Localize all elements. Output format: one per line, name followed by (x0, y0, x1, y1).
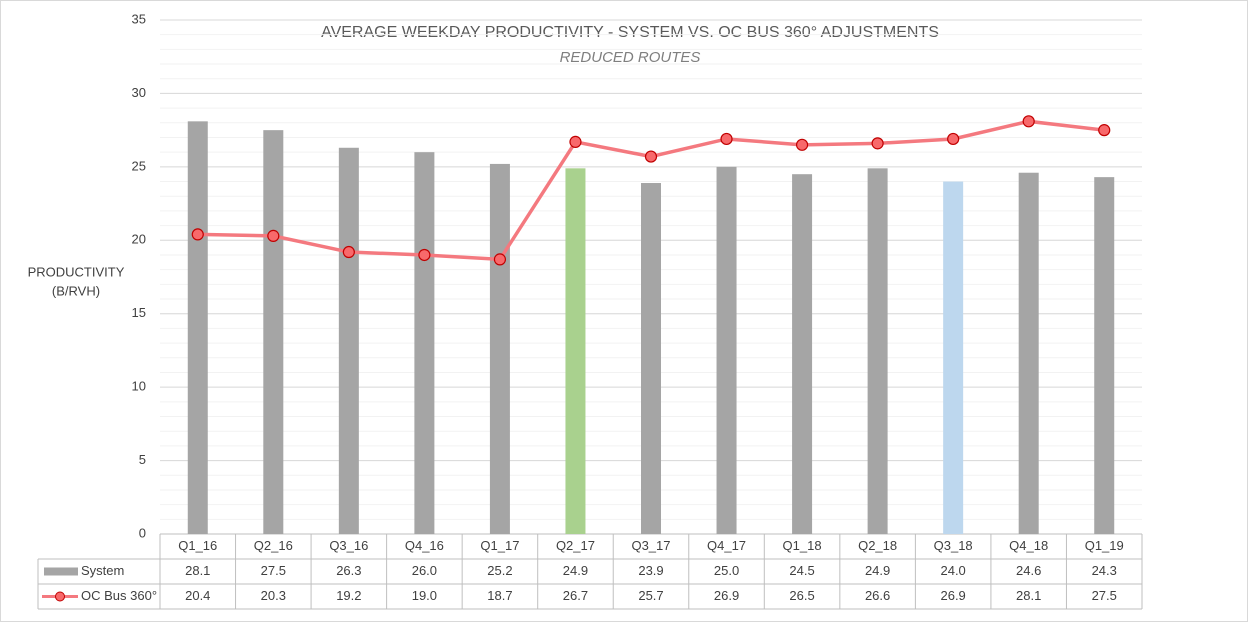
table-value: 26.5 (789, 588, 814, 603)
legend-label: OC Bus 360° (81, 588, 157, 603)
x-tick-label: Q1_19 (1085, 538, 1124, 553)
bar (867, 168, 888, 534)
marker (947, 132, 960, 146)
table-value: 27.5 (261, 563, 286, 578)
marker (720, 132, 733, 146)
x-tick-label: Q1_17 (480, 538, 519, 553)
marker (191, 228, 204, 241)
table-value: 27.5 (1092, 588, 1117, 603)
table-value: 19.0 (412, 588, 437, 603)
x-tick-label: Q2_16 (254, 538, 293, 553)
bar (716, 166, 737, 534)
y-tick-label: 30 (132, 85, 146, 100)
marker (418, 248, 431, 262)
marker (644, 150, 658, 163)
legend-label: System (81, 563, 124, 578)
x-tick-label: Q1_16 (178, 538, 217, 553)
table-value: 25.7 (638, 588, 663, 603)
marker (795, 138, 809, 151)
table-value: 24.9 (563, 563, 588, 578)
chart-title: AVERAGE WEEKDAY PRODUCTIVITY - SYSTEM VS… (321, 24, 939, 41)
x-tick-label: Q2_17 (556, 538, 595, 553)
x-tick-label: Q4_16 (405, 538, 444, 553)
x-tick-label: Q3_17 (631, 538, 670, 553)
x-tick-label: Q4_18 (1009, 538, 1048, 553)
marker (493, 253, 507, 266)
table-value: 19.2 (336, 588, 361, 603)
table-value: 24.0 (940, 563, 965, 578)
legend-swatch (44, 567, 78, 576)
table-value: 26.6 (865, 588, 890, 603)
x-tick-label: Q3_18 (934, 538, 973, 553)
y-tick-label: 15 (132, 305, 146, 320)
table-value: 25.0 (714, 563, 739, 578)
bar (187, 121, 208, 535)
table-value: 28.1 (185, 563, 210, 578)
table-value: 26.7 (563, 588, 588, 603)
table-value: 28.1 (1016, 588, 1041, 603)
bar (1094, 177, 1115, 534)
bar (792, 174, 813, 534)
y-tick-label: 10 (132, 379, 146, 394)
table-value: 26.9 (940, 588, 965, 603)
bar (489, 163, 510, 535)
x-tick-label: Q4_17 (707, 538, 746, 553)
marker (342, 245, 355, 259)
table-value: 24.6 (1016, 563, 1041, 578)
table-value: 24.3 (1092, 563, 1117, 578)
y-axis-label: (B/RVH) (52, 283, 100, 298)
marker (871, 137, 884, 150)
table-value: 26.9 (714, 588, 739, 603)
table-value: 18.7 (487, 588, 512, 603)
y-tick-label: 25 (132, 158, 146, 173)
table-value: 20.3 (261, 588, 286, 603)
table-value: 25.2 (487, 563, 512, 578)
x-tick-label: Q1_18 (783, 538, 822, 553)
bar (263, 130, 284, 534)
y-tick-label: 0 (139, 525, 146, 540)
x-tick-label: Q3_16 (329, 538, 368, 553)
table-value: 20.4 (185, 588, 210, 603)
marker (1022, 115, 1035, 128)
marker (267, 229, 280, 242)
bar (565, 168, 586, 534)
chart-subtitle: REDUCED ROUTES (560, 49, 701, 66)
y-axis-label: PRODUCTIVITY (28, 264, 125, 279)
table-value: 26.3 (336, 563, 361, 578)
legend-marker (55, 591, 65, 602)
bar (1018, 172, 1039, 534)
bar (338, 147, 359, 534)
table-value: 23.9 (638, 563, 663, 578)
y-tick-label: 5 (139, 452, 146, 467)
table-value: 24.9 (865, 563, 890, 578)
y-tick-label: 20 (132, 232, 146, 247)
bar (414, 152, 435, 534)
table-value: 26.0 (412, 563, 437, 578)
y-tick-label: 35 (132, 11, 146, 26)
marker (1098, 124, 1111, 137)
bar (943, 181, 964, 535)
bar (641, 183, 661, 535)
table-value: 24.5 (789, 563, 814, 578)
marker (569, 135, 582, 148)
x-tick-label: Q2_18 (858, 538, 897, 553)
